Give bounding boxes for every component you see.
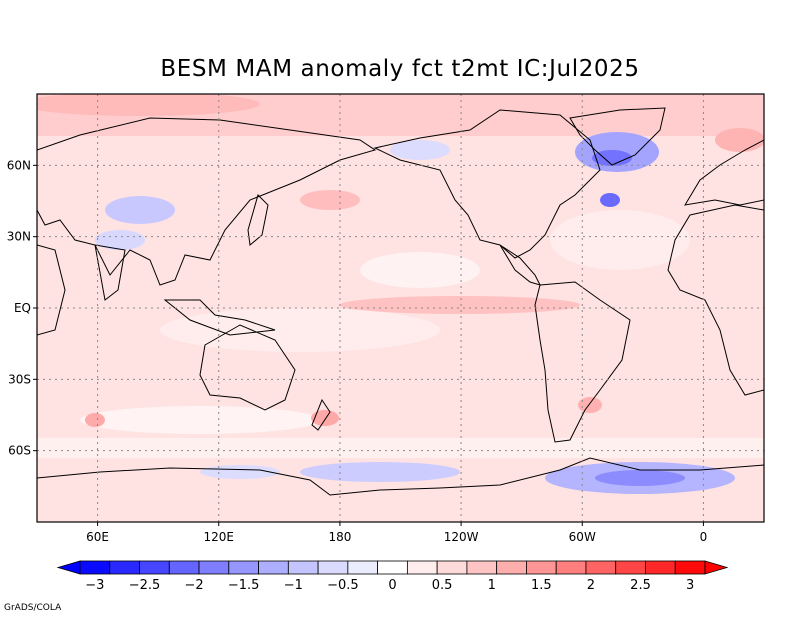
south-atlantic-warm-spot: [578, 397, 602, 413]
colorbar-swatch: [168, 560, 200, 575]
colorbar-swatch: [198, 560, 230, 575]
colorbar-swatch: [347, 560, 379, 575]
india-outline: [94, 244, 126, 301]
africa-outline: [667, 204, 764, 396]
arctic-warm-patch: [37, 94, 260, 116]
colorbar-label: −2: [185, 578, 204, 593]
equatorial-warm-tongue: [340, 296, 580, 314]
colorbar-swatch: [615, 560, 646, 575]
asia-cold-patch: [105, 196, 175, 224]
australia-outline: [199, 324, 296, 411]
colorbar-label: 1: [488, 578, 496, 593]
new-zealand-outline: [311, 398, 331, 431]
lon-label: 180: [328, 530, 351, 544]
north-atlantic-weak-anomaly: [550, 210, 690, 270]
colorbar-swatch: [406, 560, 438, 575]
africa-east-outline: [37, 244, 66, 336]
anomaly-field: [37, 94, 764, 522]
colorbar-over-arrow: [704, 560, 729, 575]
colorbar-swatch: [258, 560, 289, 575]
colorbar-swatch: [585, 560, 617, 575]
colorbar-swatch: [674, 560, 706, 575]
latitude-labels: 60N 30N EQ 30S 60S: [7, 158, 37, 458]
longitude-labels: 60E 120E 180 120W 60W 0: [86, 522, 707, 544]
asia-cold-patch-2: [95, 230, 145, 250]
nw-pacific-warm-spot: [300, 190, 360, 210]
antarctic-cold-core: [595, 470, 685, 486]
colorbar-label: 3: [686, 578, 694, 593]
colorbar-label: −0.5: [327, 578, 359, 593]
lon-label: 0: [700, 530, 708, 544]
antarctic-weak-cold: [200, 465, 280, 479]
lon-label: 120W: [444, 530, 479, 544]
colorbar-swatch: [496, 560, 527, 575]
colorbar-label: 1.5: [531, 578, 552, 593]
colorbar-label: −1.5: [228, 578, 260, 593]
indian-ocean-warm-spot: [85, 413, 105, 427]
north-pacific-weak-anomaly: [360, 252, 480, 288]
eurasia-outline: [37, 117, 377, 286]
map-title: BESM MAM anomaly fct t2mt IC:Jul2025: [160, 56, 640, 82]
antarctica-outline: [37, 457, 764, 522]
colorbar-swatch: [287, 560, 319, 575]
colorbar-swatch: [139, 560, 170, 575]
lat-label: 60S: [8, 444, 31, 458]
north-america-outline: [373, 109, 601, 259]
colorbar-swatch: [79, 560, 111, 575]
greenland-outline: [569, 107, 666, 166]
maritime-continent-outline: [163, 299, 276, 336]
south-pacific-weak-anomaly: [160, 308, 440, 352]
lon-label: 60W: [569, 530, 596, 544]
credit-text: GrADS/COLA: [4, 603, 62, 613]
colorbar-swatch: [436, 560, 468, 575]
greenland-cold-core: [592, 150, 632, 166]
southern-ocean-band: [37, 438, 764, 458]
colorbar-label: 0.5: [432, 578, 453, 593]
colorbar-label: 0: [388, 578, 396, 593]
alaska-cold-patch: [390, 140, 450, 160]
lon-label: 60E: [86, 530, 109, 544]
colorbar-labels: −3 −2.5 −2 −1.5 −1 −0.5 0 0.5 1 1.5 2 2.5 3: [85, 578, 694, 593]
colorbar: [56, 560, 729, 575]
colorbar-under-arrow: [56, 560, 81, 575]
colorbar-swatch: [377, 560, 408, 575]
colorbar-label: −2.5: [129, 578, 161, 593]
southern-indian-weak-anomaly: [80, 406, 320, 434]
colorbar-label: −1: [284, 578, 303, 593]
lon-label: 120E: [204, 530, 235, 544]
colorbar-swatch: [109, 560, 140, 575]
coastlines: [37, 107, 764, 522]
europe-warm-spot: [715, 128, 764, 152]
new-zealand-warm-spot: [311, 410, 339, 426]
colorbar-swatch: [526, 560, 557, 575]
europe-outline: [684, 139, 764, 206]
labrador-cold-spot: [600, 193, 620, 207]
colorbar-label: 2: [587, 578, 595, 593]
colorbar-swatch: [228, 560, 259, 575]
south-america-outline: [534, 281, 631, 443]
lat-label: 30S: [8, 372, 31, 386]
colorbar-label: −3: [85, 578, 104, 593]
ross-sea-cold-anomaly: [300, 462, 460, 482]
colorbar-swatch: [466, 560, 498, 575]
colorbar-label: 2.5: [630, 578, 651, 593]
lat-label: 60N: [7, 158, 31, 172]
colorbar-swatch: [645, 560, 676, 575]
lat-label: 30N: [7, 230, 31, 244]
colorbar-swatch: [555, 560, 587, 575]
graticule: [37, 94, 764, 522]
japan-outline: [247, 194, 269, 246]
lat-label: EQ: [14, 301, 31, 315]
colorbar-swatch: [317, 560, 349, 575]
